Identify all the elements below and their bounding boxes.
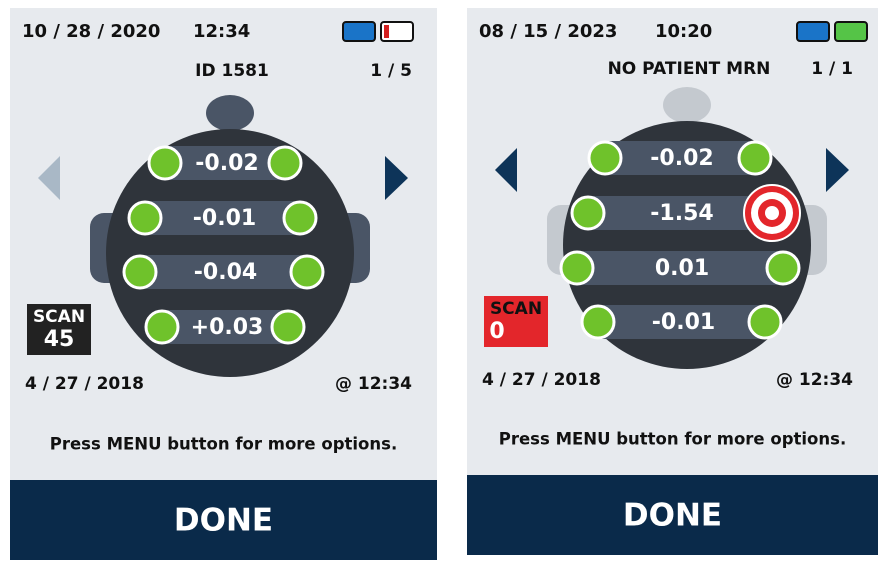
scan-label: SCAN bbox=[490, 299, 542, 319]
reading-value: -0.02 bbox=[650, 146, 713, 171]
sensor-dot bbox=[582, 306, 614, 338]
done-label: DONE bbox=[623, 498, 722, 534]
page-indicator: 1 / 5 bbox=[370, 61, 412, 81]
scan-number: 45 bbox=[44, 327, 75, 352]
sensor-dot bbox=[149, 147, 181, 179]
sensor-dot bbox=[589, 142, 621, 174]
battery-level bbox=[384, 25, 389, 38]
reading-value: 0.01 bbox=[655, 256, 709, 281]
date: 08 / 15 / 2023 bbox=[479, 21, 617, 42]
sensor-dot bbox=[291, 256, 323, 288]
instruction: Press MENU button for more options. bbox=[50, 435, 397, 454]
head-nub bbox=[206, 95, 254, 131]
battery-icon bbox=[343, 22, 375, 41]
device-screen: 10 / 28 / 2020 12:34 ID 1581 1 / 5 -0.02 -0.0… bbox=[10, 8, 437, 560]
scan-number: 0 bbox=[489, 319, 504, 344]
reading-value: +0.03 bbox=[191, 315, 264, 340]
time: 10:20 bbox=[655, 21, 712, 42]
scan-time: @ 12:34 bbox=[335, 374, 412, 394]
device-screen: 08 / 15 / 2023 10:20 NO PATIENT MRN 1 / 1 -0… bbox=[467, 8, 878, 555]
sensor-dot bbox=[146, 311, 178, 343]
reading-value: -0.01 bbox=[193, 206, 256, 231]
time: 12:34 bbox=[193, 21, 250, 42]
reading-value: -0.04 bbox=[194, 260, 257, 285]
scan-label: SCAN bbox=[33, 307, 85, 327]
sensor-dot bbox=[561, 252, 593, 284]
page-indicator: 1 / 1 bbox=[811, 59, 853, 79]
sensor-dot bbox=[124, 256, 156, 288]
sensor-dot bbox=[749, 306, 781, 338]
sensor-dot bbox=[284, 202, 316, 234]
battery-level bbox=[800, 25, 826, 38]
head-nub bbox=[663, 87, 711, 123]
done-label: DONE bbox=[174, 503, 273, 539]
sensor-dot bbox=[129, 202, 161, 234]
patient-id: ID 1581 bbox=[195, 61, 269, 81]
alert-target bbox=[765, 206, 779, 220]
instruction: Press MENU button for more options. bbox=[499, 430, 846, 449]
date: 10 / 28 / 2020 bbox=[22, 21, 160, 42]
sensor-dot bbox=[272, 311, 304, 343]
screenshot: 10 / 28 / 2020 12:34 ID 1581 1 / 5 -0.02 -0.0… bbox=[0, 0, 879, 569]
reading-value: -1.54 bbox=[650, 201, 713, 226]
scan-date: 4 / 27 / 2018 bbox=[482, 370, 601, 390]
reading-value: -0.01 bbox=[652, 310, 715, 335]
reading-value: -0.02 bbox=[195, 151, 258, 176]
sensor-dot bbox=[767, 252, 799, 284]
sensor-dot bbox=[269, 147, 301, 179]
patient-id: NO PATIENT MRN bbox=[608, 59, 771, 79]
sensor-dot bbox=[739, 142, 771, 174]
battery-icon bbox=[835, 22, 867, 41]
sensor-dot bbox=[572, 197, 604, 229]
scan-date: 4 / 27 / 2018 bbox=[25, 374, 144, 394]
scan-time: @ 12:34 bbox=[776, 370, 853, 390]
